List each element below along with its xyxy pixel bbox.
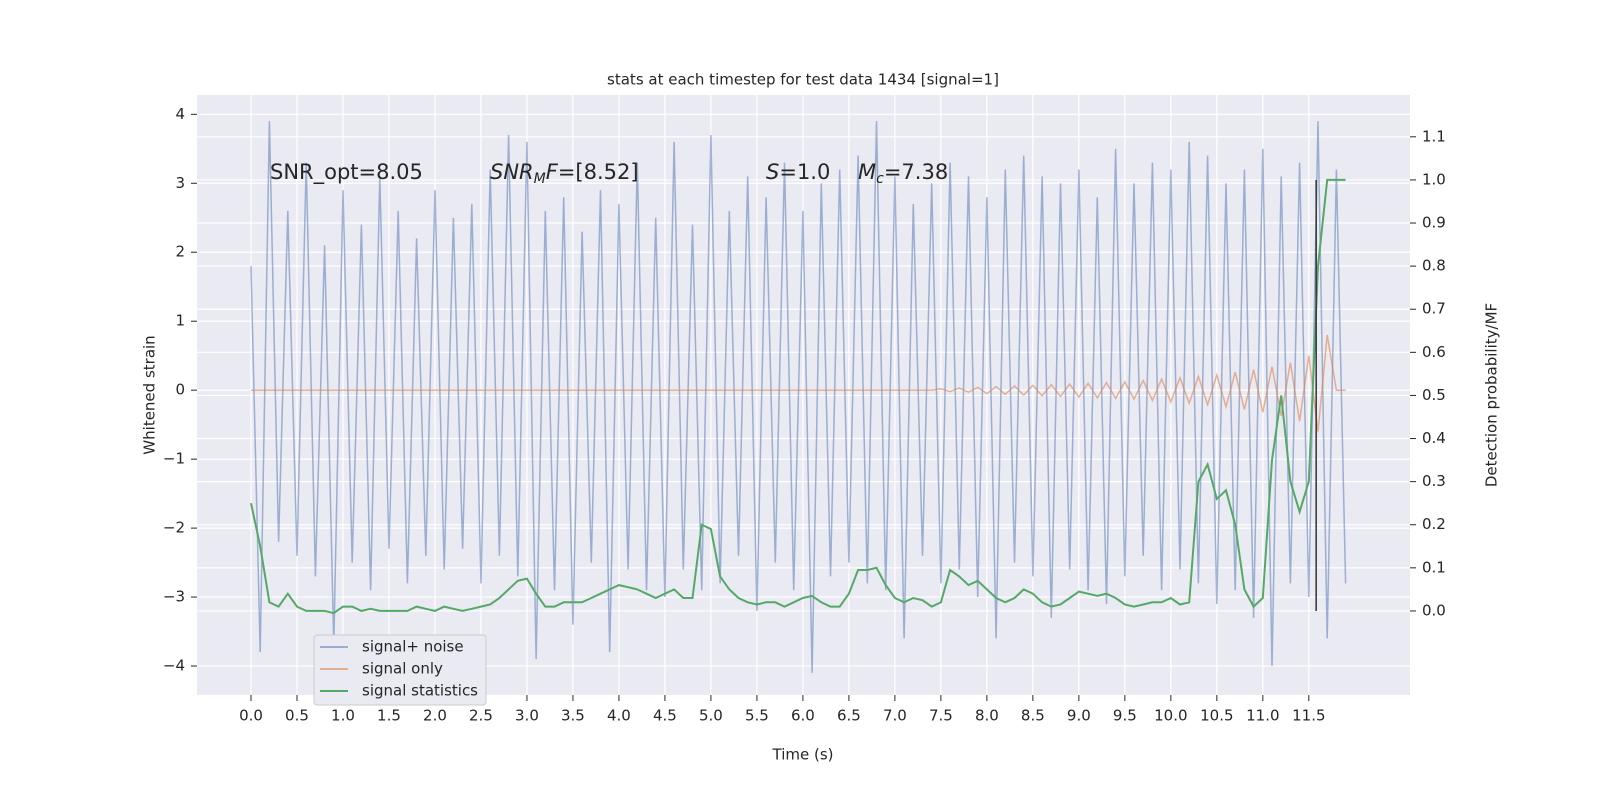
y-tick-label: 3 xyxy=(175,174,185,192)
annotation: SNR_opt=8.05 xyxy=(270,160,423,185)
x-axis-label: Time (s) xyxy=(772,746,834,764)
legend-box xyxy=(313,634,487,706)
y2-axis-label: Detection probability/MF xyxy=(1483,303,1501,487)
x-tick-label: 2.0 xyxy=(423,707,447,725)
x-tick-label: 7.5 xyxy=(929,707,953,725)
x-tick-label: 0.5 xyxy=(285,707,309,725)
x-tick-label: 4.0 xyxy=(607,707,631,725)
x-tick-label: 3.5 xyxy=(561,707,585,725)
x-tick-label: 10.0 xyxy=(1154,707,1187,725)
y-tick-label: −4 xyxy=(163,657,185,675)
y-tick-label: 2 xyxy=(175,243,185,261)
legend-label: signal statistics xyxy=(362,682,478,700)
x-tick-label: 6.0 xyxy=(791,707,815,725)
x-tick-label: 1.0 xyxy=(331,707,355,725)
x-tick-label: 9.5 xyxy=(1113,707,1137,725)
annotation-part: S xyxy=(766,160,779,184)
annotation-part: =[8.52] xyxy=(558,160,639,184)
legend-label: signal only xyxy=(362,660,443,678)
y-tick-label: −2 xyxy=(163,519,185,537)
annotation: Mc=7.38 xyxy=(858,160,948,187)
y-axis-label: Whitened strain xyxy=(141,335,159,454)
x-tick-label: 5.5 xyxy=(745,707,769,725)
y-tick-label: 1 xyxy=(175,312,185,330)
x-tick-label: 1.5 xyxy=(377,707,401,725)
y2-tick-label: 0.6 xyxy=(1422,343,1446,361)
x-tick-label: 7.0 xyxy=(883,707,907,725)
x-tick-label: 9.0 xyxy=(1067,707,1091,725)
y2-tick-label: 0.3 xyxy=(1422,472,1446,490)
y-tick-label: 4 xyxy=(175,105,185,123)
y2-tick-label: 0.2 xyxy=(1422,515,1446,533)
y-tick-label: 0 xyxy=(175,381,185,399)
chart-title: stats at each timestep for test data 143… xyxy=(607,71,999,89)
x-tick-label: 2.5 xyxy=(469,707,493,725)
x-tick-label: 6.5 xyxy=(837,707,861,725)
y2-tick-label: 1.0 xyxy=(1422,170,1446,188)
annotation-part: F xyxy=(546,160,559,184)
series-line xyxy=(250,178,1346,615)
y2-tick-label: 0.0 xyxy=(1422,601,1446,619)
y2-tick-label: 0.8 xyxy=(1422,257,1446,275)
y2-tick-label: 1.1 xyxy=(1422,127,1446,145)
annotation-part: M xyxy=(858,160,876,184)
annotation: SNRMF=[8.52] xyxy=(490,160,639,187)
y2-tick-label: 0.1 xyxy=(1422,558,1446,576)
annotation: S=1.0 xyxy=(766,160,830,184)
x-tick-label: 5.0 xyxy=(699,707,723,725)
annotation-part: SNR xyxy=(490,160,534,184)
y2-tick-label: 0.4 xyxy=(1422,429,1446,447)
x-tick-label: 10.5 xyxy=(1200,707,1233,725)
y2-tick-label: 0.9 xyxy=(1422,214,1446,232)
annotation-part: c xyxy=(876,171,884,187)
annotation-part: =7.38 xyxy=(884,160,948,184)
annotation-part: =1.0 xyxy=(779,160,830,184)
x-tick-label: 8.5 xyxy=(1021,707,1045,725)
x-tick-label: 4.5 xyxy=(653,707,677,725)
annotation-part: M xyxy=(534,171,546,187)
x-tick-label: 3.0 xyxy=(515,707,539,725)
x-tick-label: 11.5 xyxy=(1292,707,1325,725)
y2-tick-label: 0.7 xyxy=(1422,300,1446,318)
x-tick-label: 8.0 xyxy=(975,707,999,725)
x-tick-label: 0.0 xyxy=(239,707,263,725)
y-tick-label: −3 xyxy=(163,588,185,606)
x-tick-label: 11.0 xyxy=(1246,707,1279,725)
series-line xyxy=(251,334,1346,432)
annotation-part: SNR_opt=8.05 xyxy=(270,160,423,185)
series-line xyxy=(250,121,1347,673)
y2-tick-label: 0.5 xyxy=(1422,386,1446,404)
y-tick-label: −1 xyxy=(163,450,185,468)
legend-label: signal+ noise xyxy=(362,638,464,656)
